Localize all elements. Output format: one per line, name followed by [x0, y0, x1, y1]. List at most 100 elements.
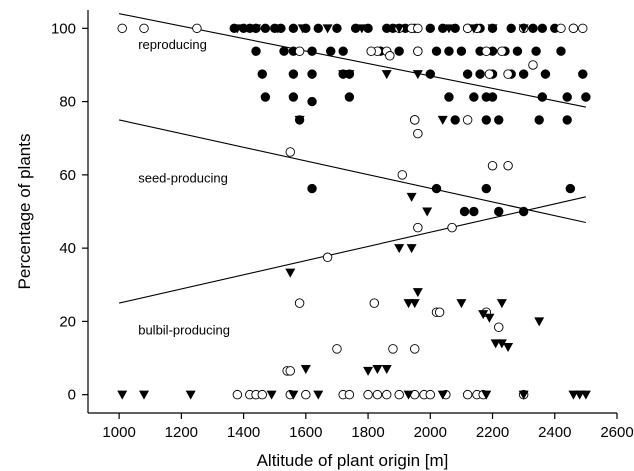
data-point-open-circle [381, 389, 392, 400]
data-point-filled-circle [494, 115, 504, 125]
data-point-filled-triangle [251, 24, 262, 34]
data-point-open-circle [409, 344, 420, 354]
data-point-filled-circle [462, 69, 473, 79]
data-point-filled-circle [537, 92, 548, 102]
data-point-filled-circle [506, 23, 516, 34]
data-point-filled-triangle [232, 24, 243, 34]
data-point-open-circle [322, 252, 333, 263]
trend-line [118, 196, 587, 304]
data-point-open-circle [578, 23, 588, 34]
data-point-filled-circle [444, 46, 454, 56]
data-point-open-circle [139, 23, 149, 34]
data-point-open-circle [394, 389, 404, 400]
data-point-filled-triangle [478, 310, 489, 320]
data-point-open-circle [425, 389, 436, 400]
data-point-filled-circle [326, 46, 336, 56]
x-axis-title: Altitude of plant origin [m] [257, 451, 449, 470]
data-point-open-circle [481, 46, 492, 56]
data-point-filled-circle [288, 23, 299, 34]
data-point-filled-circle [394, 46, 404, 56]
data-point-filled-circle [260, 23, 271, 34]
data-point-open-circle [385, 51, 395, 61]
data-point-filled-circle [512, 46, 523, 56]
data-point-filled-triangle [139, 390, 150, 400]
data-point-filled-circle [257, 69, 267, 79]
x-tick-label: 1600 [289, 424, 322, 441]
data-point-filled-triangle [403, 390, 414, 400]
data-point-filled-circle [487, 92, 498, 102]
data-point-open-circle [413, 128, 423, 139]
data-point-filled-circle [581, 92, 591, 102]
data-point-filled-triangle [412, 288, 423, 298]
data-point-filled-circle [288, 92, 299, 102]
data-point-filled-triangle [409, 299, 420, 309]
chart-marks: reproducing seed-producing bulbil-producin… [117, 13, 591, 400]
data-point-filled-circle [307, 46, 317, 56]
data-point-filled-circle [307, 183, 317, 194]
data-point-filled-circle [494, 206, 504, 217]
data-point-filled-circle [459, 206, 470, 217]
data-point-filled-triangle [518, 390, 529, 400]
data-point-open-circle [332, 344, 342, 354]
x-tick-label: 2600 [600, 424, 633, 441]
data-point-filled-circle [279, 46, 289, 56]
data-point-filled-triangle [484, 313, 495, 323]
data-point-open-circle [285, 366, 296, 376]
data-point-filled-triangle [344, 70, 355, 80]
x-tick-label: 2000 [414, 424, 447, 441]
data-point-open-circle [192, 23, 202, 34]
line-annotation: seed-producing [138, 171, 228, 186]
x-tick-label: 1000 [102, 424, 135, 441]
data-point-open-circle [366, 46, 376, 56]
data-point-open-circle [397, 170, 408, 180]
data-point-filled-circle [450, 115, 460, 125]
data-point-open-circle [503, 69, 513, 79]
data-point-filled-triangle [422, 207, 433, 217]
data-point-open-circle [388, 344, 398, 354]
data-point-filled-triangle [406, 192, 417, 202]
data-point-filled-triangle [356, 24, 367, 34]
data-point-filled-circle [531, 46, 541, 56]
data-point-filled-circle [578, 69, 588, 79]
data-point-filled-triangle [394, 24, 405, 34]
data-point-filled-circle [562, 115, 572, 125]
data-point-filled-circle [469, 206, 479, 217]
data-point-filled-circle [518, 206, 529, 217]
data-point-filled-circle [313, 23, 323, 34]
data-point-open-circle [413, 222, 423, 233]
data-point-filled-circle [307, 69, 317, 79]
data-point-filled-triangle [487, 24, 498, 34]
x-tick-label: 2400 [538, 424, 571, 441]
y-tick-label: 60 [59, 167, 76, 184]
data-point-filled-circle [528, 23, 538, 34]
data-point-filled-circle [481, 115, 492, 125]
data-point-open-circle [462, 389, 473, 400]
y-tick-label: 40 [59, 240, 76, 257]
data-point-open-circle [413, 23, 423, 34]
data-point-open-circle [294, 46, 305, 56]
data-point-filled-triangle [381, 365, 392, 375]
data-point-filled-circle [307, 96, 317, 107]
data-point-open-circle [363, 389, 373, 400]
x-tick-label: 1400 [227, 424, 260, 441]
data-point-filled-circle [444, 92, 454, 102]
y-axis-title: Percentage of plants [15, 134, 34, 290]
data-point-open-circle [294, 298, 305, 308]
data-point-filled-circle [565, 183, 576, 194]
data-point-open-circle [117, 23, 127, 34]
data-point-filled-triangle [297, 24, 308, 34]
data-point-filled-circle [475, 69, 485, 79]
data-point-open-circle [232, 389, 243, 400]
trend-line [118, 119, 587, 224]
data-point-filled-triangle [394, 244, 405, 254]
y-tick-label: 80 [59, 94, 76, 111]
data-point-filled-triangle [534, 317, 545, 327]
data-point-open-circle [528, 60, 538, 70]
data-point-filled-circle [425, 23, 435, 34]
data-point-filled-triangle [288, 390, 299, 400]
x-tick-label: 2200 [476, 424, 509, 441]
data-point-filled-circle [288, 69, 299, 79]
data-point-filled-triangle [406, 244, 417, 254]
data-point-filled-circle [431, 183, 442, 194]
